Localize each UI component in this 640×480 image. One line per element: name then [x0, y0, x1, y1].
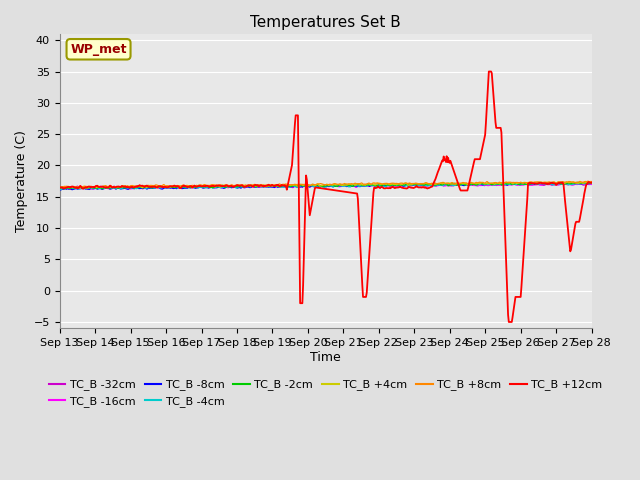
TC_B -8cm: [406, 183, 414, 189]
TC_B +12cm: [505, 319, 513, 325]
TC_B +12cm: [202, 183, 210, 189]
TC_B -32cm: [570, 180, 578, 186]
TC_B -4cm: [58, 187, 65, 192]
Text: WP_met: WP_met: [70, 43, 127, 56]
TC_B +12cm: [174, 183, 182, 189]
TC_B -8cm: [66, 186, 74, 192]
Line: TC_B -4cm: TC_B -4cm: [60, 183, 592, 190]
TC_B +4cm: [175, 183, 182, 189]
Y-axis label: Temperature (C): Temperature (C): [15, 130, 28, 232]
TC_B +8cm: [121, 183, 129, 189]
TC_B -32cm: [56, 184, 63, 190]
TC_B +12cm: [390, 185, 398, 191]
TC_B -32cm: [175, 183, 182, 189]
TC_B -4cm: [588, 180, 596, 186]
TC_B -2cm: [391, 183, 399, 189]
TC_B -16cm: [65, 186, 73, 192]
TC_B -2cm: [65, 186, 73, 192]
TC_B -4cm: [66, 185, 74, 191]
TC_B -4cm: [121, 185, 129, 191]
TC_B -8cm: [203, 185, 211, 191]
TC_B -32cm: [70, 185, 78, 191]
Line: TC_B -2cm: TC_B -2cm: [60, 182, 592, 189]
TC_B +8cm: [175, 183, 182, 189]
TC_B -16cm: [584, 180, 592, 186]
TC_B -16cm: [588, 181, 596, 187]
TC_B -2cm: [588, 180, 596, 186]
TC_B +4cm: [406, 182, 414, 188]
TC_B +8cm: [56, 184, 63, 190]
TC_B -32cm: [588, 181, 596, 187]
TC_B -8cm: [563, 180, 571, 186]
TC_B -16cm: [406, 182, 414, 188]
TC_B -8cm: [175, 184, 182, 190]
TC_B +8cm: [203, 183, 211, 189]
TC_B +12cm: [65, 184, 73, 190]
TC_B +12cm: [485, 69, 493, 74]
Line: TC_B +4cm: TC_B +4cm: [60, 182, 592, 188]
TC_B -32cm: [203, 183, 211, 189]
TC_B +12cm: [406, 184, 413, 190]
TC_B -2cm: [99, 186, 106, 192]
TC_B +4cm: [76, 185, 83, 191]
Line: TC_B -8cm: TC_B -8cm: [60, 183, 592, 190]
Line: TC_B +8cm: TC_B +8cm: [60, 181, 592, 187]
X-axis label: Time: Time: [310, 351, 341, 364]
TC_B +12cm: [120, 184, 128, 190]
TC_B +8cm: [65, 184, 73, 190]
TC_B -16cm: [56, 186, 63, 192]
TC_B -2cm: [175, 184, 182, 190]
TC_B -4cm: [577, 180, 585, 186]
TC_B +8cm: [391, 180, 399, 186]
TC_B -2cm: [574, 180, 582, 185]
TC_B -32cm: [121, 184, 129, 190]
TC_B +4cm: [56, 185, 63, 191]
TC_B -32cm: [406, 183, 414, 189]
TC_B -8cm: [588, 180, 596, 186]
TC_B +4cm: [584, 179, 591, 185]
TC_B +12cm: [588, 180, 596, 185]
TC_B -32cm: [391, 182, 399, 188]
TC_B -2cm: [121, 185, 129, 191]
TC_B -4cm: [175, 184, 182, 190]
TC_B -4cm: [203, 184, 211, 190]
TC_B -4cm: [56, 186, 63, 192]
TC_B -2cm: [56, 185, 63, 191]
TC_B -8cm: [391, 182, 399, 188]
TC_B +4cm: [588, 180, 596, 186]
TC_B +4cm: [65, 185, 73, 191]
TC_B +4cm: [203, 183, 211, 189]
TC_B +8cm: [584, 178, 592, 184]
TC_B -16cm: [67, 187, 75, 192]
TC_B -16cm: [391, 183, 399, 189]
Line: TC_B -32cm: TC_B -32cm: [60, 183, 592, 188]
TC_B -4cm: [406, 182, 414, 188]
TC_B -16cm: [203, 185, 211, 191]
TC_B -2cm: [406, 181, 414, 187]
TC_B -4cm: [391, 182, 399, 188]
Title: Temperatures Set B: Temperatures Set B: [250, 15, 401, 30]
TC_B +8cm: [78, 184, 86, 190]
TC_B -8cm: [121, 186, 129, 192]
TC_B -16cm: [121, 185, 129, 191]
TC_B -8cm: [56, 187, 63, 192]
TC_B +4cm: [391, 182, 399, 188]
TC_B -2cm: [203, 184, 211, 190]
TC_B +12cm: [56, 184, 63, 190]
TC_B +4cm: [121, 183, 129, 189]
TC_B +8cm: [588, 179, 596, 184]
TC_B -16cm: [175, 185, 182, 191]
Line: TC_B +12cm: TC_B +12cm: [60, 72, 592, 322]
TC_B -32cm: [65, 184, 73, 190]
Legend: TC_B -32cm, TC_B -16cm, TC_B -8cm, TC_B -4cm, TC_B -2cm, TC_B +4cm, TC_B +8cm, T: TC_B -32cm, TC_B -16cm, TC_B -8cm, TC_B …: [44, 375, 607, 411]
TC_B -8cm: [56, 187, 64, 193]
Line: TC_B -16cm: TC_B -16cm: [60, 183, 592, 190]
TC_B +8cm: [406, 180, 414, 186]
